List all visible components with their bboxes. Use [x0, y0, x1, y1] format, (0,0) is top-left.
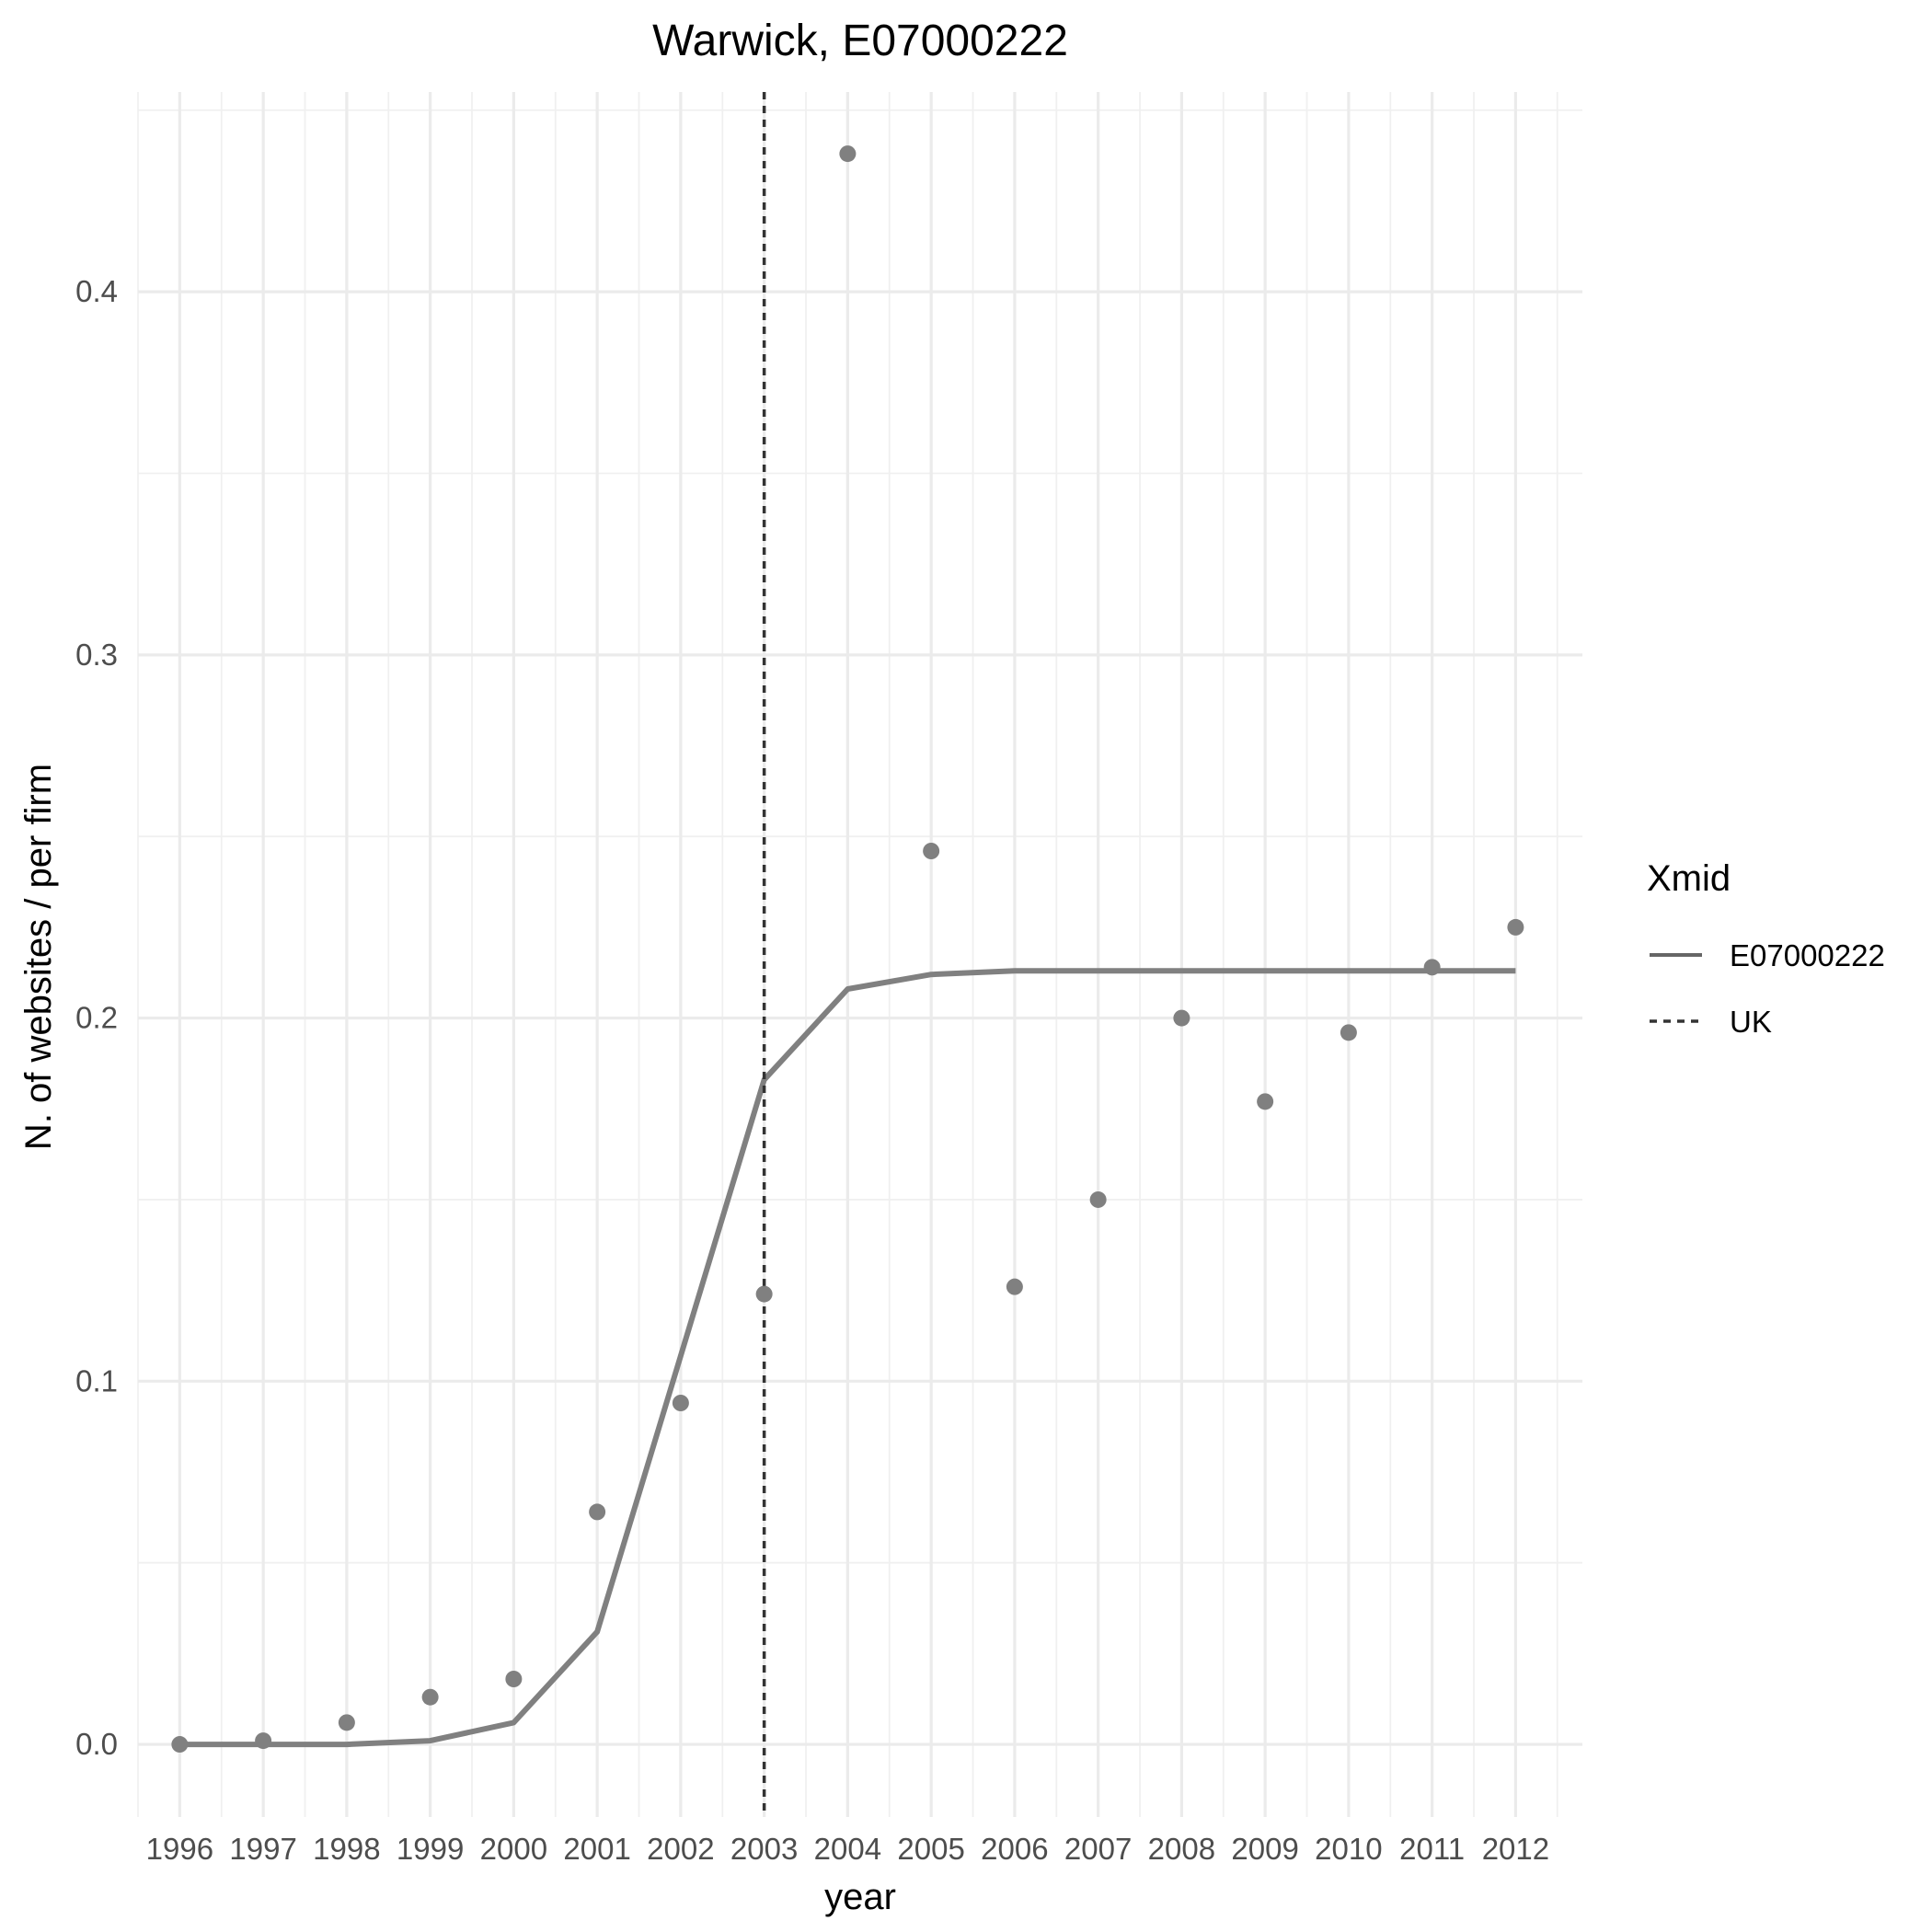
data-point — [1507, 918, 1524, 936]
x-tick-label: 2008 — [1148, 1832, 1215, 1866]
series-line-e07000222 — [179, 968, 1516, 1748]
y-tick-label: 0.3 — [75, 638, 118, 672]
data-point — [1423, 959, 1441, 976]
legend-title: Xmid — [1647, 858, 1731, 899]
x-tick-label: 2010 — [1315, 1832, 1382, 1866]
data-point — [338, 1714, 355, 1731]
data-point — [672, 1395, 689, 1411]
data-point — [1173, 1009, 1190, 1027]
data-point — [923, 843, 940, 859]
data-point — [505, 1671, 523, 1687]
plot-area — [171, 92, 1524, 1817]
x-axis-title: year — [824, 1877, 896, 1917]
y-tick-label: 0.4 — [75, 274, 118, 308]
x-tick-label: 2007 — [1064, 1832, 1132, 1866]
data-point — [1006, 1278, 1023, 1295]
x-tick-label: 2003 — [730, 1832, 798, 1866]
grid-minor — [137, 92, 1582, 1817]
y-tick-label: 0.2 — [75, 1001, 118, 1035]
x-tick-label: 2012 — [1482, 1832, 1549, 1866]
x-tick-label: 2001 — [563, 1832, 630, 1866]
x-tick-label: 2005 — [897, 1832, 964, 1866]
legend-label-e07000222: E07000222 — [1730, 938, 1885, 972]
grid-major — [138, 92, 1582, 1817]
x-tick-label: 1998 — [313, 1832, 380, 1866]
data-point — [255, 1732, 272, 1750]
data-point — [1340, 1024, 1357, 1041]
legend-label-uk: UK — [1730, 1005, 1772, 1039]
data-point — [1257, 1093, 1274, 1110]
chart-title: Warwick, E07000222 — [652, 17, 1068, 65]
x-tick-label: 2006 — [981, 1832, 1048, 1866]
data-point — [755, 1285, 773, 1303]
data-point — [171, 1736, 189, 1754]
legend: Xmid E07000222 UK — [1647, 858, 1885, 1039]
y-tick-label: 0.1 — [75, 1363, 118, 1397]
x-tick-label: 2011 — [1399, 1832, 1465, 1866]
data-point — [1089, 1190, 1107, 1208]
y-axis: 0.0 0.1 0.2 0.3 0.4 — [75, 274, 118, 1761]
x-tick-label: 2000 — [480, 1832, 547, 1866]
x-axis: 1996 1997 1998 1999 2000 2001 2002 2003 2004 2005… — [146, 1832, 1549, 1866]
x-tick-label: 1997 — [229, 1832, 296, 1866]
x-tick-label: 2002 — [647, 1832, 714, 1866]
data-point — [421, 1688, 439, 1706]
x-tick-label: 2004 — [814, 1832, 881, 1866]
data-point — [839, 145, 857, 163]
x-tick-label: 1999 — [397, 1832, 464, 1866]
data-point — [589, 1503, 606, 1521]
y-axis-title: N. of websites / per firm — [18, 764, 59, 1150]
x-tick-label: 2009 — [1231, 1832, 1298, 1866]
y-tick-label: 0.0 — [75, 1727, 118, 1761]
x-tick-label: 1996 — [146, 1832, 213, 1866]
